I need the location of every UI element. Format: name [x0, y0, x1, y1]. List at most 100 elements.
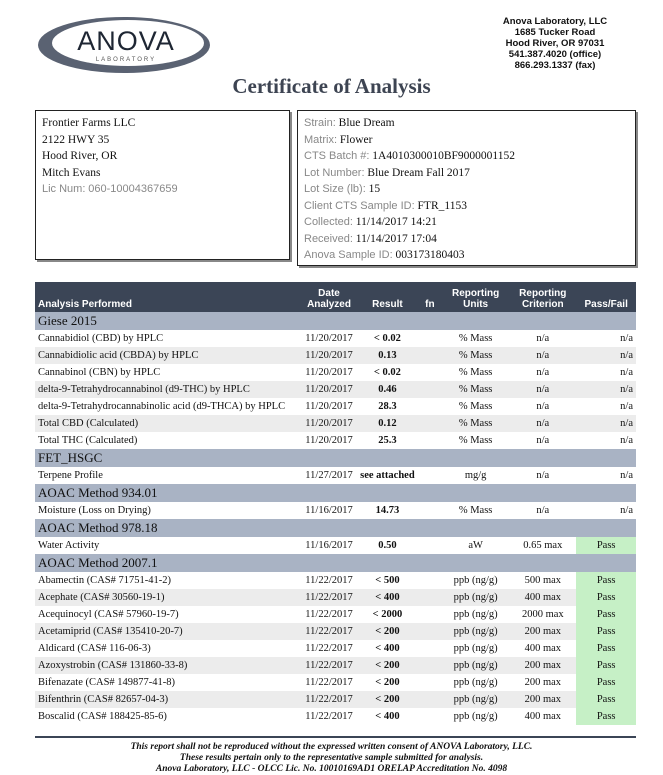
result: < 200 — [375, 677, 400, 688]
sample-field-label: Lot Number: — [304, 166, 365, 179]
page-title: Certificate of Analysis — [232, 74, 431, 98]
units: % Mass — [442, 381, 510, 398]
fn — [418, 537, 442, 554]
result: < 400 — [357, 589, 418, 606]
lab-phone: 541.387.4020 (office) — [508, 49, 602, 60]
units: aW — [468, 540, 483, 551]
analysis-name: Cannabidiolic acid (CBDA) by HPLC — [35, 347, 301, 364]
result: 0.13 — [357, 347, 418, 364]
criterion: n/a — [509, 347, 577, 364]
pass-fail-status: n/a — [620, 333, 633, 344]
sample-field-value: Blue Dream Fall 2017 — [367, 166, 470, 179]
table-row: Bifenazate (CAS# 149877-41-8) 11/22/2017 <… — [35, 674, 636, 691]
sample-field-label: Received: — [304, 232, 353, 245]
results-table: Analysis Performed Date Analyzed Result fn R… — [35, 282, 636, 725]
analysis-name: Acetamiprid (CAS# 135410-20-7) — [35, 623, 301, 640]
column-header: Reporting Units — [442, 282, 510, 312]
sample-field-value: 15 — [368, 183, 381, 195]
sample-field: Anova Sample ID: 003173180403 — [304, 247, 629, 264]
lab-street: 1685 Tucker Road — [514, 27, 596, 38]
table-row: Azoxystrobin (CAS# 131860-33-8) 11/22/201… — [35, 657, 636, 674]
units: ppb (ng/g) — [442, 623, 510, 640]
sample-field-label: Lot Size (lb): — [304, 183, 366, 195]
pass-fail-status: n/a — [576, 381, 636, 398]
sample-field-label: Matrix: — [304, 133, 337, 146]
date-analyzed: 11/27/2017 — [305, 470, 353, 481]
sample-field-value: FTR_1153 — [417, 199, 467, 212]
pass-fail-status: Pass — [576, 640, 636, 657]
criterion: n/a — [509, 415, 577, 432]
units: ppb (ng/g) — [442, 691, 510, 708]
units: % Mass — [458, 505, 493, 516]
pass-fail-status: n/a — [620, 470, 633, 481]
table-row: Total THC (Calculated) 11/20/2017 25.3 % Ma… — [35, 432, 636, 449]
pass-fail-status: Pass — [576, 657, 636, 674]
section-row: FET_HSGC — [35, 449, 636, 467]
units: % Mass — [458, 401, 493, 412]
criterion: 200 max — [509, 691, 577, 708]
date-analyzed: 11/20/2017 — [300, 347, 358, 364]
table-row: Cannabidiolic acid (CBDA) by HPLC 11/20/2… — [35, 347, 636, 364]
footer-divider — [35, 736, 636, 738]
units: ppb (ng/g) — [442, 657, 510, 674]
fn — [418, 398, 442, 415]
units: ppb (ng/g) — [453, 711, 498, 722]
column-header: Reporting Criterion — [509, 282, 577, 312]
date-analyzed: 11/22/2017 — [300, 691, 358, 708]
table-row: Water Activity 11/16/2017 0.50 aW 0.65 max Pa… — [35, 537, 636, 554]
column-header: Date Analyzed — [300, 282, 358, 312]
analysis-name: Cannabidiol (CBD) by HPLC — [38, 333, 164, 344]
criterion: 500 max — [524, 575, 562, 586]
sample-box: Strain: Blue Dream Matrix: Flower CTS Batc… — [297, 110, 636, 266]
date-analyzed: 11/22/2017 — [300, 589, 358, 606]
section-row: AOAC Method 2007.1 — [35, 554, 636, 572]
table-row: Acephate (CAS# 30560-19-1) 11/22/2017 < 40… — [35, 589, 636, 606]
fn — [417, 347, 443, 364]
lab-address: Anova Laboratory, LLC 1685 Tucker Road H… — [480, 16, 630, 71]
analysis-name: Total THC (Calculated) — [38, 435, 138, 446]
fn — [418, 572, 442, 589]
pass-fail-status: Pass — [576, 691, 636, 708]
date-analyzed: 11/22/2017 — [305, 711, 353, 722]
section-name: AOAC Method 934.01 — [35, 484, 636, 502]
criterion: n/a — [536, 470, 550, 481]
date-analyzed: 11/20/2017 — [305, 333, 353, 344]
units: ppb (ng/g) — [453, 643, 498, 654]
table-row: Cannabinol (CBN) by HPLC 11/20/2017 < 0.02… — [35, 364, 636, 381]
sample-field: Strain: Blue Dream — [304, 115, 629, 132]
sample-field-value: 1A4010300010BF9000001152 — [372, 150, 515, 162]
pass-fail-status: Pass — [576, 606, 636, 623]
analysis-name: Terpene Profile — [38, 470, 103, 481]
analysis-name: Aldicard (CAS# 116-06-3) — [38, 643, 151, 654]
sample-field-value: 11/14/2017 14:21 — [355, 216, 437, 228]
date-analyzed: 11/16/2017 — [305, 505, 353, 516]
fn — [418, 432, 442, 449]
result: see attached — [360, 470, 415, 481]
sample-field: Collected: 11/14/2017 14:21 — [304, 214, 629, 231]
sample-field-label: Anova Sample ID: — [304, 249, 393, 261]
result: < 500 — [375, 575, 400, 586]
analysis-name: Boscalid (CAS# 188425-85-6) — [38, 711, 167, 722]
units: % Mass — [458, 435, 493, 446]
fn — [418, 640, 442, 657]
units: mg/g — [464, 470, 487, 481]
lic-label: Lic Num: — [42, 183, 86, 195]
fn — [418, 674, 442, 691]
sample-field: Client CTS Sample ID: FTR_1153 — [304, 198, 629, 215]
sample-field: Lot Size (lb): 15 — [304, 181, 629, 198]
client-street: 2122 HWY 35 — [42, 133, 110, 146]
sample-field: Lot Number: Blue Dream Fall 2017 — [304, 165, 629, 182]
analysis-name: Total CBD (Calculated) — [35, 415, 301, 432]
client-name: Frontier Farms LLC — [42, 117, 136, 129]
units: % Mass — [442, 415, 510, 432]
table-row: Aldicard (CAS# 116-06-3) 11/22/2017 < 400 p… — [35, 640, 636, 657]
result: 0.50 — [378, 540, 397, 551]
client-city: Hood River, OR — [42, 150, 118, 162]
units: % Mass — [442, 347, 510, 364]
fn — [417, 657, 443, 674]
criterion: 400 max — [524, 643, 562, 654]
result: < 200 — [357, 623, 418, 640]
pass-fail-status: Pass — [576, 708, 636, 725]
section-row: AOAC Method 978.18 — [35, 519, 636, 537]
table-row: Boscalid (CAS# 188425-85-6) 11/22/2017 < 4… — [35, 708, 636, 725]
